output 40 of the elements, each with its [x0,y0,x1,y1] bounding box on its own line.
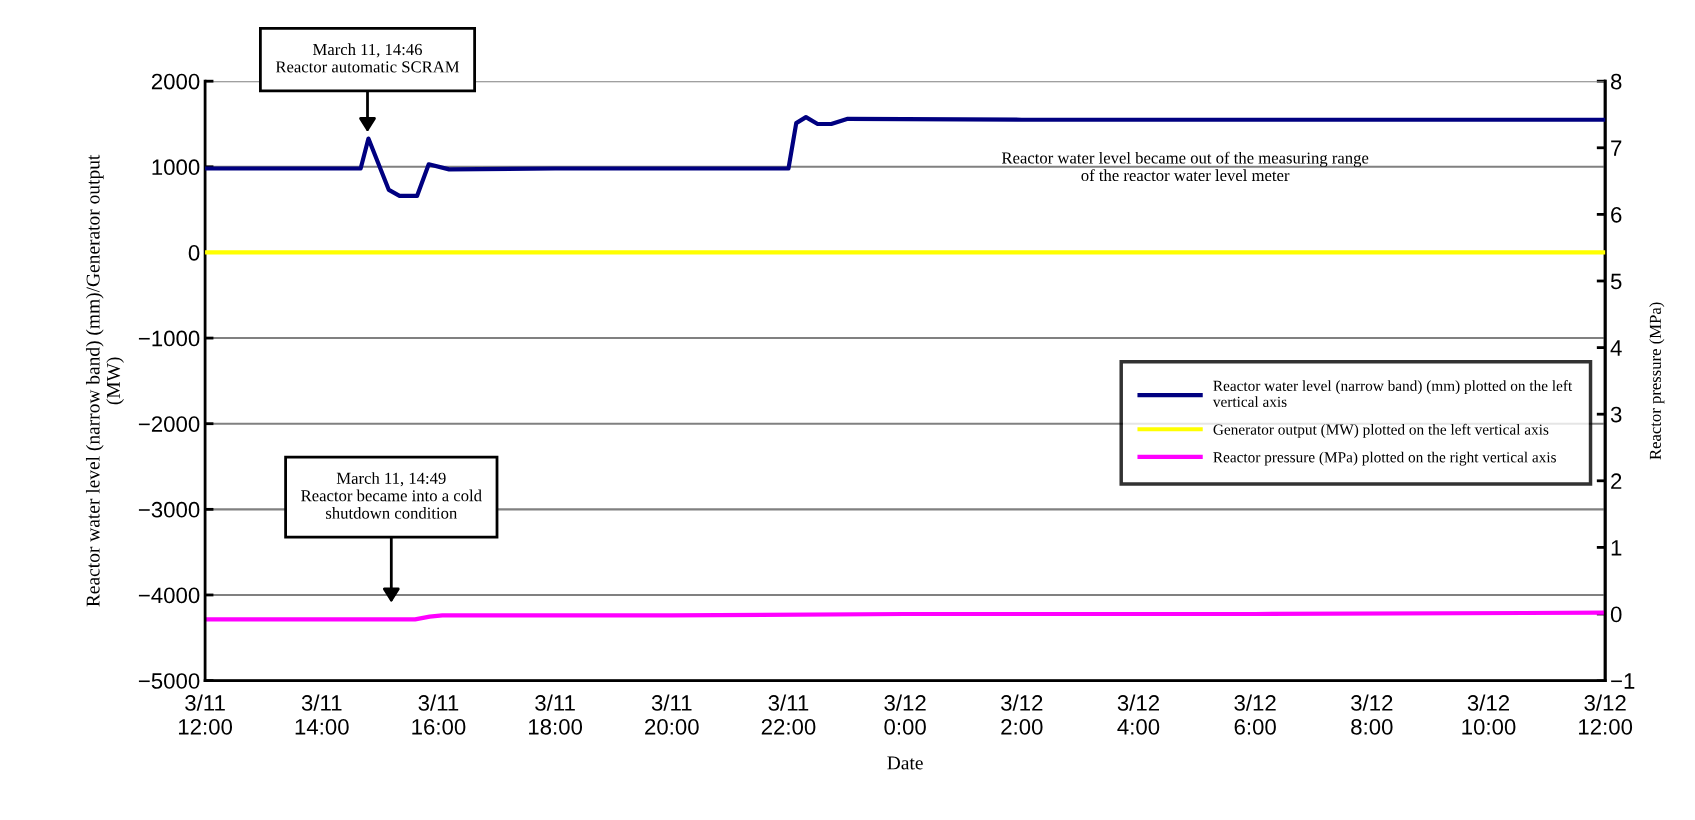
x-tick-label: 3/11 18:00 [529,694,583,735]
y2-tick-label: 2 [1611,473,1622,489]
y2-tick-label: 6 [1611,206,1622,223]
x-tick-label: 3/12 8:00 [1351,694,1393,735]
y2-tick-label: 4 [1610,340,1622,356]
x-tick-label: 3/11 16:00 [412,694,466,735]
x-tick-label: 3/11 20:00 [645,694,699,735]
y-tick-label: 2000 [151,73,200,90]
y2-tick-label: 8 [1610,73,1622,90]
y-tick-label: 0 [188,244,200,261]
y-tick-label: −3000 [138,501,200,518]
legend-label: Reactor water level (narrow band) (mm) plotted on the left vertical axis [1212,380,1573,407]
x-axis-title: Date [887,756,923,770]
x-tick-label: 3/12 12:00 [1579,694,1633,735]
x-tick-label: 3/12 6:00 [1234,694,1276,735]
x-tick-label: 3/12 10:00 [1462,694,1516,735]
x-tick-label: 3/11 12:00 [178,694,233,735]
legend-label: Generator output (MW) plotted on the left vertical axis [1213,423,1549,438]
y2-tick-label: 3 [1610,406,1622,423]
legend-label: Reactor pressure (MPa) plotted on the right vertical axis [1213,451,1556,466]
annotation: March 11, 14:49 Reactor became into a cold shutdown condition [301,472,482,519]
y2-axis-title: Reactor pressure (MPa) [1649,302,1665,460]
y2-tick-label: 1 [1611,540,1622,556]
x-tick-label: 3/11 22:00 [761,694,816,735]
x-tick-label: 3/11 14:00 [295,694,349,735]
x-tick-label: 3/12 0:00 [884,694,926,735]
y-tick-label: −1000 [138,330,200,347]
y-tick-label: −4000 [138,587,200,604]
y2-tick-label: 5 [1610,273,1622,290]
y-tick-label: 1000 [152,159,200,176]
annotation: Reactor water level became out of the measuring range of the reactor water level meter [1001,151,1369,182]
y-tick-label: −5000 [138,673,200,689]
y-tick-label: −2000 [138,416,200,432]
y2-tick-label: 7 [1611,140,1622,156]
y-axis-title: Reactor water level (narrow band) (mm)/Generator output (MW) [85,154,124,607]
text: March 11, 14:46 Reactor automatic SCRAM [275,43,460,73]
y2-tick-label: 0 [1610,606,1622,623]
x-tick-label: 3/12 2:00 [1001,694,1043,735]
y2-tick-label: −1 [1611,673,1635,689]
x-tick-label: 3/12 4:00 [1117,694,1160,735]
